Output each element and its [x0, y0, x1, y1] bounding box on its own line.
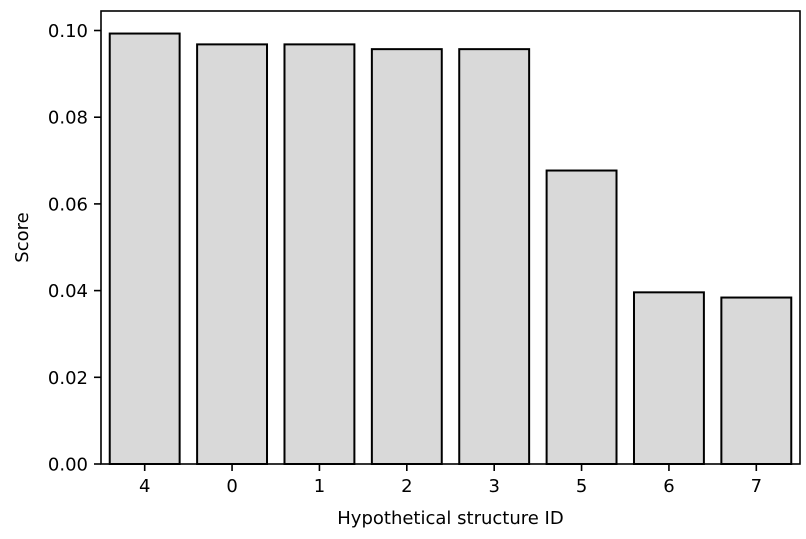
x-tick-label: 3: [488, 476, 499, 497]
x-tick-label: 6: [663, 476, 674, 497]
axes-frame: [100, 10, 801, 465]
bars-layer: [108, 32, 793, 466]
x-ticks-layer: 4 0 1 2 3 5 6 7: [139, 464, 762, 497]
x-tick-label: 4: [139, 476, 150, 497]
y-tick-label: 0.08: [48, 108, 88, 129]
y-tick-label: 0.00: [48, 455, 88, 476]
x-tick-label: 5: [576, 476, 587, 497]
y-tick-label: 0.02: [48, 368, 88, 389]
y-tick-label: 0.10: [48, 21, 88, 42]
y-tick-label: 0.06: [48, 194, 88, 215]
bar-4: [108, 32, 181, 465]
bar-6: [632, 291, 705, 466]
x-tick-label: 2: [401, 476, 412, 497]
bar-7: [720, 296, 793, 465]
y-tick-label: 0.04: [48, 281, 88, 302]
x-tick-label: 7: [751, 476, 762, 497]
y-ticks-layer: 0.00 0.02 0.04 0.06 0.08 0.10: [48, 21, 101, 476]
y-axis-label: Score: [12, 212, 33, 262]
bar-3: [458, 48, 531, 465]
x-tick-label: 0: [226, 476, 237, 497]
bar-2: [370, 48, 443, 465]
axes-layer: [100, 10, 801, 465]
bar-1: [283, 43, 356, 466]
bar-0: [196, 43, 269, 466]
bar-5: [545, 169, 618, 465]
x-axis-label: Hypothetical structure ID: [337, 508, 563, 529]
x-tick-label: 1: [314, 476, 325, 497]
